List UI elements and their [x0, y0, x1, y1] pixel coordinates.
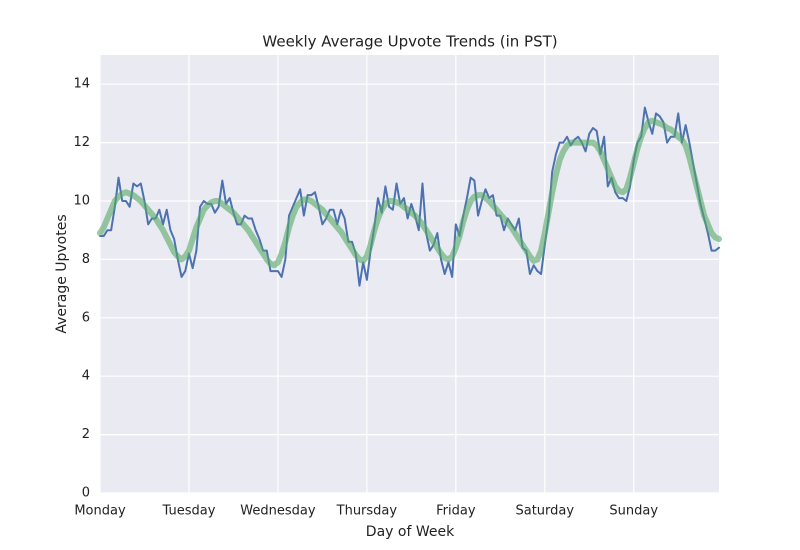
- x-tick-label: Tuesday: [162, 504, 216, 519]
- chart-title: Weekly Average Upvote Trends (in PST): [262, 33, 557, 51]
- y-tick-label: 8: [82, 252, 90, 267]
- x-tick-label: Thursday: [336, 504, 398, 519]
- plot-area: [100, 55, 719, 493]
- x-tick-label: Sunday: [609, 504, 658, 519]
- data-line: [97, 117, 722, 269]
- y-tick-label: 10: [73, 194, 90, 209]
- x-tick-label: Monday: [74, 504, 126, 519]
- y-axis-label: Average Upvotes: [54, 214, 70, 333]
- y-tick-label: 4: [82, 369, 90, 384]
- x-tick-label: Friday: [436, 504, 476, 519]
- y-tick-label: 14: [73, 77, 90, 92]
- x-tick-label: Saturday: [515, 504, 574, 519]
- y-tick-label: 6: [82, 310, 90, 325]
- x-axis-label: Day of Week: [366, 524, 455, 540]
- x-tick-label: Wednesday: [240, 504, 316, 519]
- y-tick-label: 0: [82, 486, 90, 501]
- y-tick-label: 12: [73, 135, 90, 150]
- y-tick-label: 2: [82, 427, 90, 442]
